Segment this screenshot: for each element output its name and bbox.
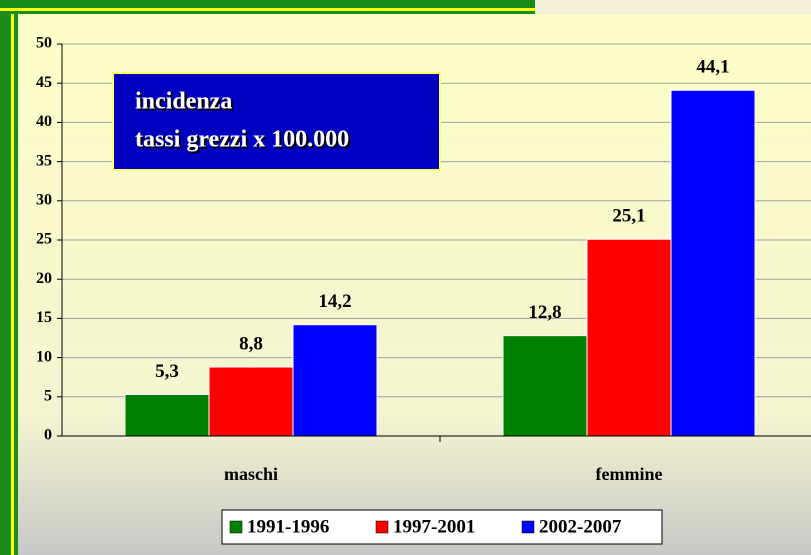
y-tick-label: 30 (36, 191, 52, 208)
value-label: 25,1 (612, 206, 645, 227)
top-decoration (535, 0, 811, 14)
left-border-line (11, 0, 14, 555)
legend-label: 1991-1996 (247, 516, 329, 537)
y-tick-label: 35 (36, 152, 52, 169)
y-tick-label: 50 (36, 35, 52, 52)
legend-swatch (375, 520, 389, 534)
x-tick-label: femmine (596, 464, 663, 484)
x-tick-label: maschi (224, 464, 278, 484)
legend-label: 2002-2007 (539, 516, 622, 537)
bar (502, 335, 588, 437)
legend-label: 1997-2001 (393, 516, 475, 537)
legend-swatch (521, 520, 535, 534)
top-border (0, 0, 535, 14)
value-label: 14,2 (318, 291, 351, 312)
annotation: tassi grezzi x 100.000 (135, 127, 349, 153)
bar (124, 393, 210, 437)
annotation-box (112, 72, 441, 171)
legend-swatch (229, 520, 243, 534)
value-label: 44,1 (696, 57, 729, 78)
bar (292, 324, 378, 437)
y-tick-label: 10 (36, 348, 52, 365)
y-tick-label: 40 (36, 113, 52, 130)
y-tick-label: 45 (36, 74, 52, 91)
value-label: 8,8 (239, 333, 263, 354)
bar (586, 238, 672, 437)
bar (208, 366, 294, 437)
left-border (0, 0, 18, 555)
y-tick-label: 0 (44, 427, 52, 444)
bar (670, 89, 756, 437)
y-tick-label: 20 (36, 270, 52, 287)
annotation: incidenza (135, 89, 232, 115)
top-border-line (0, 8, 535, 11)
y-tick-label: 5 (44, 387, 52, 404)
y-tick-label: 15 (36, 309, 52, 326)
value-label: 5,3 (155, 361, 179, 382)
y-tick-label: 25 (36, 231, 52, 248)
value-label: 12,8 (528, 302, 561, 323)
legend-box (221, 509, 663, 545)
